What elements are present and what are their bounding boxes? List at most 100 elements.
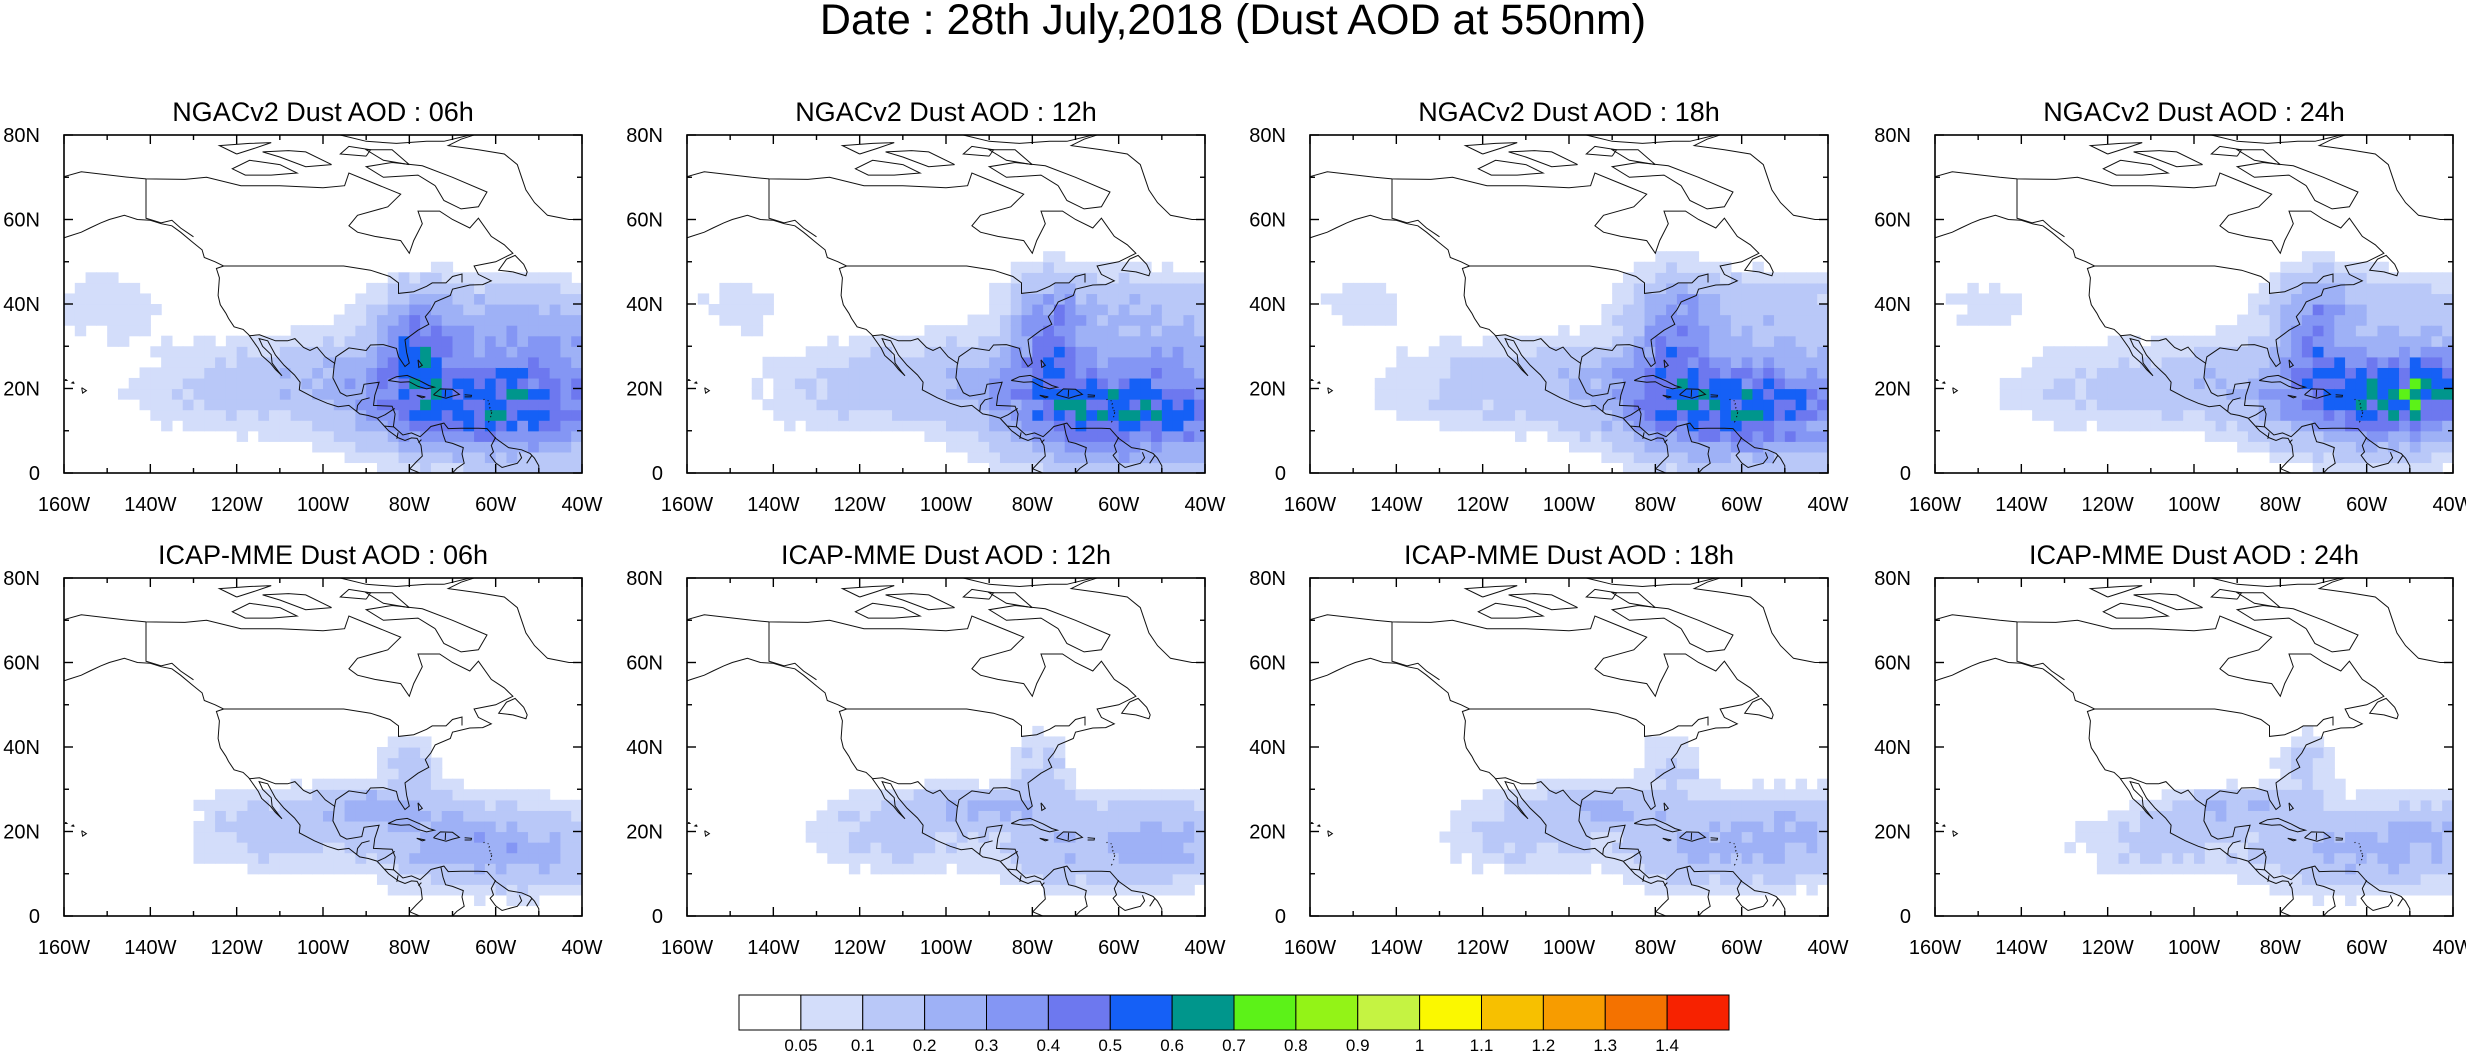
aod-cell (2258, 820, 2271, 833)
aod-cell (301, 335, 313, 347)
aod-cell (1342, 314, 1354, 326)
aod-cell (1129, 409, 1141, 421)
aod-cell (2226, 430, 2238, 442)
aod-cell (2237, 430, 2249, 442)
aod-cell (1515, 430, 1527, 442)
aod-cell (2150, 820, 2163, 833)
aod-cell (1151, 314, 1163, 326)
aod-cell (913, 356, 926, 368)
aod-cell (1493, 409, 1505, 421)
aod-cell (816, 820, 828, 833)
aod-cell (560, 367, 572, 379)
aod-cell (1053, 736, 1066, 748)
aod-cell (1118, 451, 1131, 464)
panel-title: NGACv2 Dust AOD : 12h (795, 97, 1097, 127)
aod-cell (1129, 820, 1141, 833)
aod-cell (2129, 399, 2141, 411)
panel-title: NGACv2 Dust AOD : 06h (172, 97, 474, 127)
aod-cell (387, 852, 400, 864)
aod-cell (2247, 842, 2260, 854)
aod-cell (2301, 399, 2314, 411)
aod-cell (1569, 831, 1581, 843)
aod-cell (1536, 399, 1549, 411)
aod-cell (1752, 430, 1764, 442)
aod-cell (1730, 399, 1743, 411)
aod-cell (1601, 346, 1613, 358)
aod-cell (1482, 842, 1495, 854)
aod-cell (1795, 409, 1808, 421)
aod-cell (344, 325, 356, 337)
aod-cell (892, 789, 904, 801)
aod-cell (2442, 831, 2453, 843)
aod-cell (1655, 863, 1667, 875)
axis-ticks (1934, 577, 2454, 917)
aod-cell (430, 388, 443, 400)
aod-cell (1043, 842, 1055, 854)
aod-cell (1161, 314, 1174, 326)
aod-cell (398, 346, 410, 358)
aod-cell (1709, 451, 1721, 464)
aod-cell (935, 789, 947, 801)
aod-cell (2107, 409, 2120, 421)
aod-cell (538, 842, 551, 854)
aod-cell (1817, 451, 1828, 464)
aod-cell (2010, 377, 2022, 390)
aod-cell (528, 409, 540, 421)
aod-cell (1698, 820, 1710, 833)
aod-cell (2409, 810, 2422, 822)
aod-cell (2334, 789, 2346, 801)
aod-cell (1687, 451, 1700, 464)
aod-cell (2258, 282, 2271, 295)
aod-cell (376, 799, 389, 811)
aod-cell (1644, 873, 1656, 885)
aod-cell (2269, 388, 2281, 400)
aod-cell (827, 367, 839, 379)
aod-cell (1676, 820, 1689, 833)
aod-cell (2086, 356, 2098, 368)
aod-cell (344, 441, 356, 453)
aod-cell (1730, 304, 1743, 316)
aod-cell (323, 810, 335, 822)
aod-cell (549, 462, 562, 473)
aod-cell (881, 842, 893, 854)
aod-cell (1075, 325, 1087, 337)
aod-cell (1806, 451, 1818, 464)
aod-cell (430, 810, 443, 822)
aod-cell (1547, 367, 1559, 379)
aod-cell (1569, 799, 1581, 811)
aod-cell (999, 377, 1012, 390)
aod-cell (1612, 789, 1624, 801)
aod-cell (1590, 799, 1602, 811)
aod-cell (2442, 420, 2453, 432)
aod-cell (1978, 314, 1990, 326)
aod-cell (2042, 388, 2055, 400)
aod-cell (1471, 367, 1484, 379)
aod-cell (1010, 346, 1023, 358)
aod-cell (1579, 799, 1592, 811)
aod-cell (989, 810, 1001, 822)
aod-cell (1806, 399, 1818, 411)
aod-cell (301, 420, 313, 432)
aod-cell (956, 388, 969, 400)
aod-cell (495, 462, 508, 473)
aod-cell (1183, 810, 1195, 822)
colorbar-label: 0.2 (913, 1036, 937, 1055)
aod-cell (236, 409, 249, 421)
aod-cell (2442, 356, 2453, 368)
aod-cell (215, 420, 227, 432)
aod-cell (2042, 399, 2055, 411)
aod-cell (773, 388, 785, 400)
aod-cell (1795, 356, 1808, 368)
aod-cell (1687, 852, 1700, 864)
aod-cell (441, 778, 454, 790)
aod-cell (1363, 282, 1376, 295)
aod-cell (1774, 789, 1786, 801)
aod-cell (1493, 810, 1505, 822)
aod-cell (1622, 863, 1635, 875)
aod-cell (816, 388, 828, 400)
aod-cell (225, 377, 238, 390)
aod-cell (1064, 399, 1077, 411)
aod-cell (2301, 293, 2314, 305)
aod-cell (2334, 884, 2346, 896)
aod-cell (560, 409, 572, 421)
